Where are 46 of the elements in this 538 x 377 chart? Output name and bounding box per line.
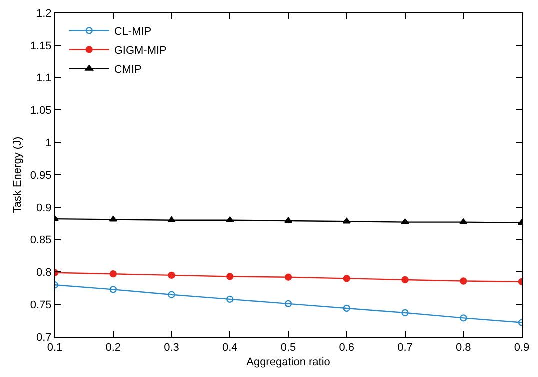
y-tick-label: 0.95 — [30, 170, 52, 182]
y-tick-label: 0.75 — [30, 299, 52, 312]
legend-label: GIGM-MIP — [114, 45, 167, 58]
point — [460, 314, 468, 322]
x-tick-label: 0.7 — [398, 342, 413, 354]
legend-label: CL-MIP — [114, 26, 152, 38]
point — [343, 304, 350, 312]
x-tick-label: 0.1 — [47, 342, 63, 354]
x-tick-label: 0.4 — [222, 342, 238, 354]
y-tick-label: 0.85 — [30, 234, 52, 247]
x-tick-label: 0.3 — [164, 342, 180, 354]
point — [343, 275, 350, 282]
point — [402, 309, 409, 317]
point — [401, 218, 410, 224]
x-axis-title: Aggregation ratio — [246, 356, 330, 368]
y-tick-label: 1.15 — [30, 40, 52, 52]
y-tick-label: 0.8 — [36, 267, 52, 280]
point — [168, 216, 176, 222]
y-tick-label: 0.7 — [36, 332, 52, 344]
x-tick-label: 0.5 — [280, 342, 296, 354]
x-tick-label: 0.6 — [339, 342, 355, 354]
y-tick-label: 1.2 — [36, 8, 52, 20]
point — [168, 272, 176, 280]
point — [226, 273, 234, 280]
x-tick-label: 0.2 — [106, 342, 122, 354]
point — [110, 270, 117, 278]
legend-label: CMIP — [114, 64, 142, 76]
point — [110, 286, 117, 294]
point — [284, 300, 292, 308]
point — [226, 296, 234, 304]
point — [284, 274, 292, 281]
x-tick-label: 0.9 — [514, 342, 530, 354]
point — [460, 278, 468, 285]
y-tick-label: 1 — [46, 137, 52, 150]
y-axis-title: Task Energy (J) — [12, 136, 24, 214]
point — [284, 217, 293, 224]
point — [402, 276, 409, 284]
y-tick-label: 0.9 — [36, 202, 52, 214]
point — [226, 216, 234, 222]
x-tick-label: 0.8 — [456, 342, 472, 354]
y-tick-label: 1.1 — [36, 72, 52, 85]
y-tick-label: 1.05 — [30, 105, 52, 118]
point — [460, 218, 468, 224]
point — [342, 218, 351, 224]
point — [168, 291, 176, 298]
point — [109, 216, 118, 222]
